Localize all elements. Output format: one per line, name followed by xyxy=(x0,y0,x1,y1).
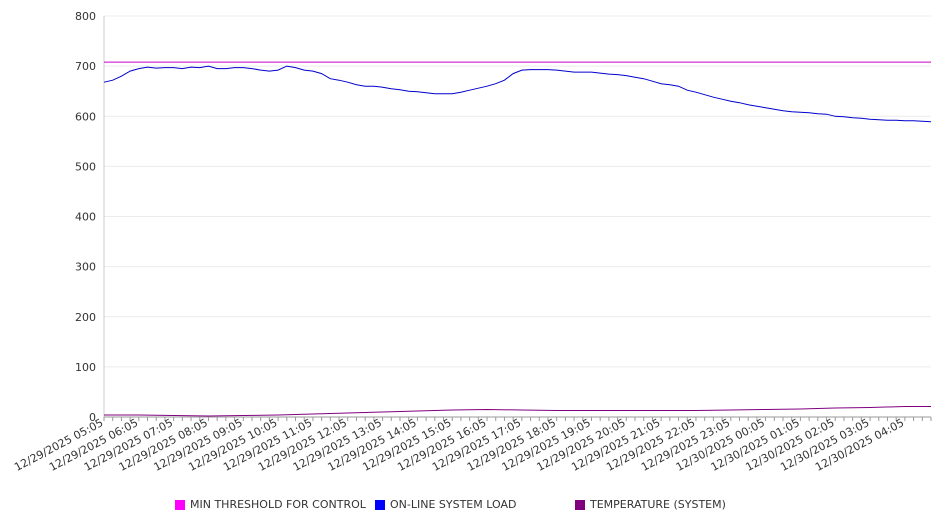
y-tick-label: 500 xyxy=(75,160,96,173)
y-tick-label: 400 xyxy=(75,211,96,224)
legend-swatch-min-threshold xyxy=(175,499,185,510)
legend-swatch-system-load xyxy=(375,499,385,510)
line-chart: 0 100 200 300 400 500 600 700 800 12/29/2025 05:… xyxy=(12,10,932,474)
series-line-system-load xyxy=(103,65,932,123)
legend-item-system-load: ON-LINE SYSTEM LOAD xyxy=(375,498,516,511)
legend-item-temperature: TEMPERATURE (SYSTEM) xyxy=(575,498,726,511)
y-tick-label: 300 xyxy=(75,261,96,274)
series-line-temperature xyxy=(104,406,931,417)
y-tick-label: 700 xyxy=(75,60,96,73)
y-tick-label: 600 xyxy=(75,110,96,123)
axes xyxy=(103,16,932,421)
y-tick-label: 200 xyxy=(75,311,96,324)
y-tick-labels: 0 100 200 300 400 500 600 700 800 xyxy=(75,10,96,424)
y-tick-label: 800 xyxy=(75,10,96,23)
y-tick-label: 0 xyxy=(89,411,96,424)
legend-item-min-threshold: MIN THRESHOLD FOR CONTROL xyxy=(175,498,366,511)
legend-label-temperature: TEMPERATURE (SYSTEM) xyxy=(590,498,726,511)
y-tick-label: 100 xyxy=(75,361,96,374)
series-lines xyxy=(103,61,932,417)
legend-swatch-temperature xyxy=(575,499,585,510)
legend-label-min-threshold: MIN THRESHOLD FOR CONTROL xyxy=(190,498,366,511)
chart-legend: MIN THRESHOLD FOR CONTROL ON-LINE SYSTEM… xyxy=(0,498,946,514)
grid-lines xyxy=(104,15,931,368)
legend-label-system-load: ON-LINE SYSTEM LOAD xyxy=(390,498,517,511)
